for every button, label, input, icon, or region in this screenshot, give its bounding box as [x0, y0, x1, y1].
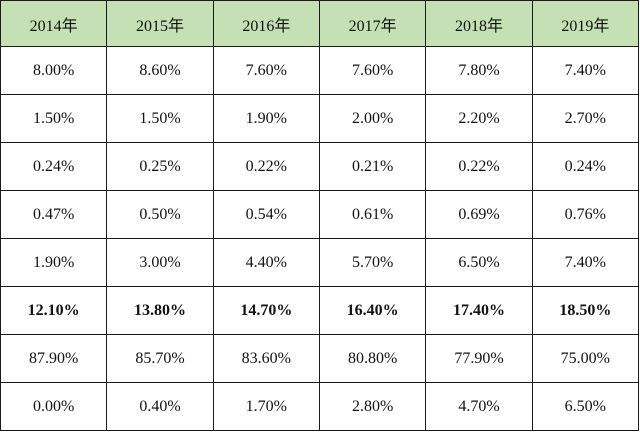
table-cell: 0.40% [106, 382, 214, 431]
table-row: 1.90% 3.00% 4.40% 5.70% 6.50% 7.40% [0, 238, 640, 287]
table-row-bold: 12.10% 13.80% 14.70% 16.40% 17.40% 18.50… [0, 286, 640, 335]
header-cell-2016: 2016年 [212, 0, 320, 47]
table-cell: 2.70% [531, 94, 640, 143]
table-row: 8.00% 8.60% 7.60% 7.60% 7.80% 7.40% [0, 46, 640, 95]
table-cell: 8.60% [106, 46, 214, 95]
table-row: 0.00% 0.40% 1.70% 2.80% 4.70% 6.50% [0, 382, 640, 431]
table-cell: 0.24% [0, 142, 108, 191]
table-cell: 2.00% [318, 94, 427, 143]
table-cell: 2.80% [318, 382, 427, 431]
table-cell: 0.25% [106, 142, 214, 191]
table-body: 8.00% 8.60% 7.60% 7.60% 7.80% 7.40% 1.50… [0, 46, 640, 431]
table-cell: 12.10% [0, 286, 108, 335]
header-cell-2019: 2019年 [531, 0, 640, 47]
table-cell: 7.80% [425, 46, 533, 95]
table-cell: 80.80% [318, 334, 427, 383]
table-cell: 4.40% [212, 238, 320, 287]
table-cell: 6.50% [531, 382, 640, 431]
table-cell: 0.50% [106, 190, 214, 239]
header-cell-2017: 2017年 [318, 0, 427, 47]
table-cell: 7.60% [212, 46, 320, 95]
table-cell: 0.76% [531, 190, 640, 239]
table-cell: 4.70% [425, 382, 533, 431]
table-cell: 0.00% [0, 382, 108, 431]
table-cell: 1.90% [212, 94, 320, 143]
table-cell: 7.40% [531, 46, 640, 95]
table-header: 2014年 2015年 2016年 2017年 2018年 2019年 [0, 0, 640, 47]
table-cell: 0.61% [318, 190, 427, 239]
table-cell: 0.69% [425, 190, 533, 239]
table-cell: 1.70% [212, 382, 320, 431]
table-cell: 7.40% [531, 238, 640, 287]
table-row: 0.24% 0.25% 0.22% 0.21% 0.22% 0.24% [0, 142, 640, 191]
table-cell: 18.50% [531, 286, 640, 335]
table-cell: 0.54% [212, 190, 320, 239]
table-cell: 16.40% [318, 286, 427, 335]
table-cell: 77.90% [425, 334, 533, 383]
table-cell: 0.22% [212, 142, 320, 191]
table-cell: 83.60% [212, 334, 320, 383]
table-cell: 1.90% [0, 238, 108, 287]
table-cell: 0.21% [318, 142, 427, 191]
table-row: 1.50% 1.50% 1.90% 2.00% 2.20% 2.70% [0, 94, 640, 143]
table-cell: 0.22% [425, 142, 533, 191]
table-cell: 7.60% [318, 46, 427, 95]
table-cell: 6.50% [425, 238, 533, 287]
table-cell: 8.00% [0, 46, 108, 95]
table-cell: 2.20% [425, 94, 533, 143]
table-cell: 75.00% [531, 334, 640, 383]
header-row: 2014年 2015年 2016年 2017年 2018年 2019年 [0, 0, 640, 47]
table-cell: 14.70% [212, 286, 320, 335]
table-cell: 0.24% [531, 142, 640, 191]
table-cell: 3.00% [106, 238, 214, 287]
header-cell-2015: 2015年 [106, 0, 214, 47]
table-cell: 87.90% [0, 334, 108, 383]
table-row: 87.90% 85.70% 83.60% 80.80% 77.90% 75.00… [0, 334, 640, 383]
table-cell: 13.80% [106, 286, 214, 335]
table-cell: 1.50% [106, 94, 214, 143]
table-cell: 0.47% [0, 190, 108, 239]
table-cell: 85.70% [106, 334, 214, 383]
header-cell-2018: 2018年 [425, 0, 533, 47]
table-cell: 17.40% [425, 286, 533, 335]
table-cell: 1.50% [0, 94, 108, 143]
header-cell-2014: 2014年 [0, 0, 108, 47]
table-row: 0.47% 0.50% 0.54% 0.61% 0.69% 0.76% [0, 190, 640, 239]
table-cell: 5.70% [318, 238, 427, 287]
